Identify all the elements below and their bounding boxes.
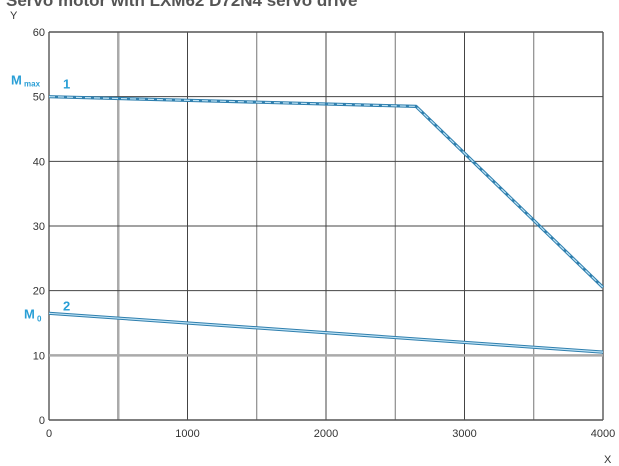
x-tick-label: 1000 bbox=[175, 428, 199, 440]
x-tick-label: 2000 bbox=[314, 428, 338, 440]
y-axis-label: Y bbox=[10, 10, 18, 22]
y-tick-label: 60 bbox=[33, 27, 45, 39]
y-tick-label: 40 bbox=[33, 156, 45, 168]
series-1-symbol-label: M bbox=[11, 73, 22, 88]
series-1-symbol-sub: max bbox=[24, 80, 41, 89]
y-tick-label: 0 bbox=[39, 415, 45, 427]
series-1-line-highlight bbox=[48, 96, 604, 288]
series-2-symbol-label: M bbox=[24, 306, 35, 321]
series-group bbox=[48, 95, 605, 354]
series-2-symbol-sub: 0 bbox=[37, 314, 42, 323]
x-axis-label: X bbox=[604, 454, 612, 466]
x-tick-label: 3000 bbox=[452, 428, 476, 440]
x-tick-label: 4000 bbox=[591, 428, 615, 440]
y-tick-label: 20 bbox=[33, 286, 45, 298]
series-2-number: 2 bbox=[63, 298, 70, 313]
x-tick-label: 0 bbox=[46, 428, 52, 440]
grid bbox=[48, 31, 604, 421]
y-tick-label: 10 bbox=[33, 350, 45, 362]
y-tick-label: 30 bbox=[33, 221, 45, 233]
series-1-number: 1 bbox=[63, 77, 70, 92]
chart-title: Servo motor with LXM62 D72N4 servo drive bbox=[6, 0, 357, 10]
y-tick-label: 50 bbox=[33, 92, 45, 104]
series-2-line-highlight bbox=[48, 312, 604, 353]
